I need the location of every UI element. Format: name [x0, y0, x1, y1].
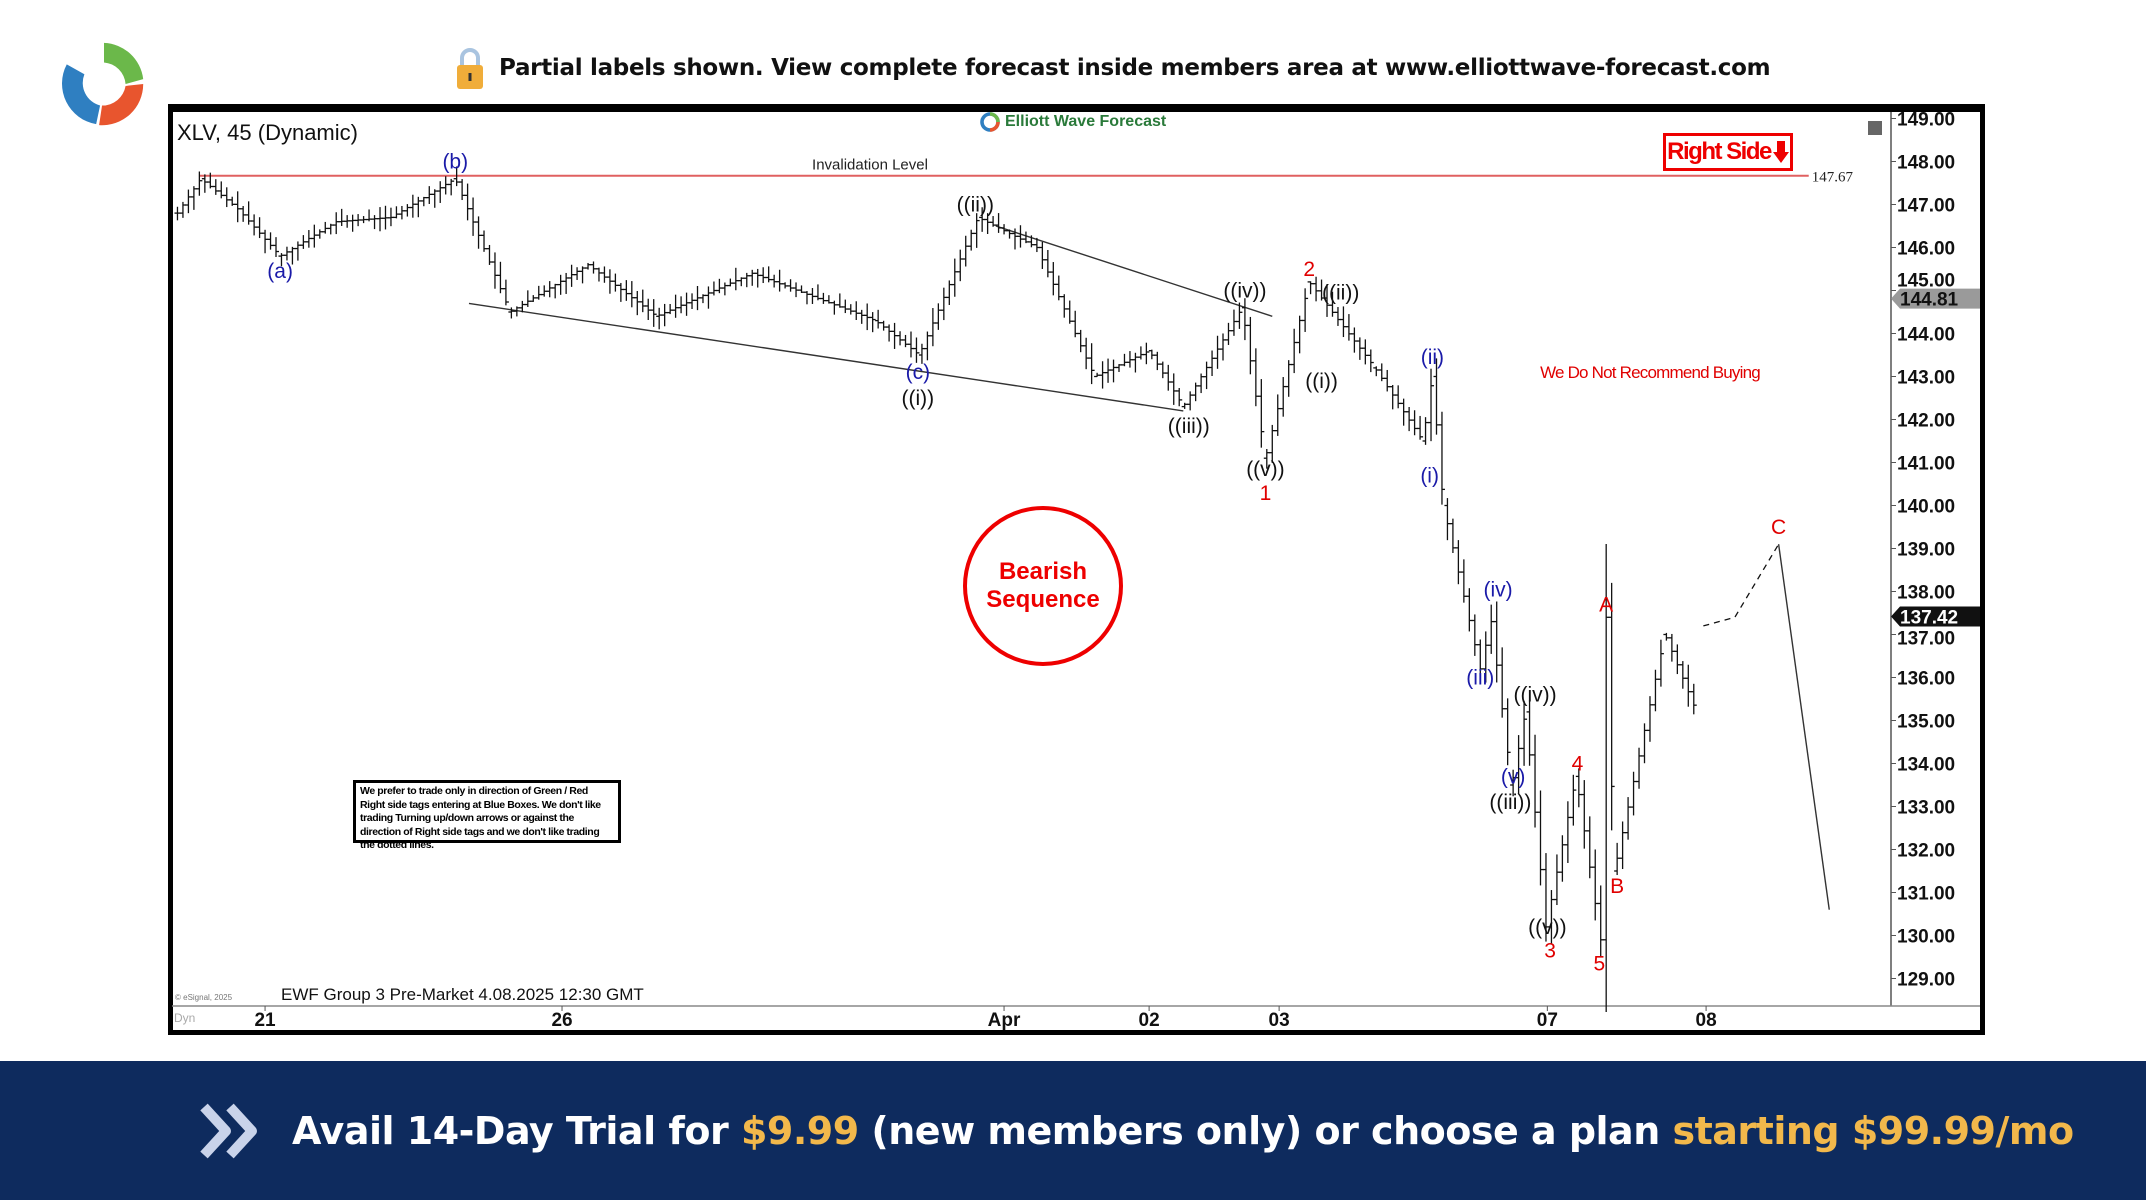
wave-label: 2	[1303, 258, 1315, 281]
trading-note-box: We prefer to trade only in direction of …	[353, 780, 621, 851]
y-tick-label: 147.00	[1897, 196, 1955, 217]
y-tick-label: 142.00	[1897, 411, 1955, 432]
y-tick-label: 131.00	[1897, 884, 1955, 905]
brand-text: Elliott Wave Forecast	[1005, 113, 1167, 130]
y-tick-label: 136.00	[1897, 669, 1955, 690]
wave-label: (ii)	[1421, 346, 1444, 369]
x-tick-label: 03	[1269, 1010, 1290, 1031]
wave-label: (a)	[267, 260, 293, 283]
price-tag-label: 144.81	[1900, 290, 1959, 311]
y-tick-label: 148.00	[1897, 153, 1955, 174]
bearish-line-2: Sequence	[986, 586, 1100, 613]
wave-label: (iv)	[1483, 578, 1512, 601]
wave-label: A	[1599, 593, 1613, 616]
y-tick-label: 140.00	[1897, 497, 1955, 518]
wave-label: ((i))	[902, 387, 935, 410]
wave-label: ((iii))	[1168, 415, 1210, 438]
x-tick-label: 07	[1537, 1010, 1558, 1031]
trial-price: $9.99	[740, 1108, 859, 1153]
wave-label: ((ii))	[957, 194, 994, 217]
elliott-wave-forecast-brand: Elliott Wave Forecast	[980, 112, 1166, 132]
wave-label: C	[1771, 516, 1786, 539]
wave-label: (c)	[906, 361, 931, 384]
lock-icon	[457, 48, 483, 89]
right-side-label: Right Side	[1667, 138, 1772, 165]
no-buy-annotation: We Do Not Recommend Buying	[1540, 363, 1760, 382]
notice-text: Partial labels shown. View complete fore…	[499, 55, 1771, 81]
y-tick-label: 135.00	[1897, 712, 1955, 733]
banner-text: Avail 14-Day Trial for $9.99 (new member…	[292, 1109, 2074, 1153]
y-tick-label: 141.00	[1897, 454, 1955, 475]
y-tick-label: 149.00	[1897, 110, 1955, 131]
plan-price: starting $99.99/mo	[1672, 1108, 2075, 1153]
wave-label: ((iv))	[1223, 280, 1266, 303]
y-tick-label: 137.00	[1897, 628, 1955, 649]
invalidation-value: 147.67	[1812, 170, 1854, 186]
invalidation-label: Invalidation Level	[812, 157, 928, 174]
banner-text-2: (new members only) or choose a plan	[858, 1108, 1673, 1153]
y-tick-label: 129.00	[1897, 970, 1955, 991]
bearish-line-1: Bearish	[998, 558, 1088, 585]
y-tick-label: 132.00	[1897, 841, 1955, 862]
bearish-sequence-badge: Bearish Sequence	[963, 506, 1123, 666]
down-arrow-icon	[1772, 141, 1789, 163]
wave-label: ((ii))	[1322, 282, 1359, 305]
wave-label: (v)	[1501, 765, 1526, 788]
wave-label: B	[1610, 875, 1624, 898]
wave-label: ((iv))	[1513, 684, 1556, 707]
price-tag-bg	[1891, 606, 1980, 627]
projection-dotted	[1703, 543, 1780, 627]
trendline	[468, 302, 1184, 412]
price-tag-bg	[1891, 288, 1980, 309]
y-tick-label: 134.00	[1897, 755, 1955, 776]
ewf-small-logo-icon	[980, 112, 1000, 132]
y-tick-label: 133.00	[1897, 798, 1955, 819]
wave-label: 5	[1594, 952, 1606, 975]
y-tick-label: 130.00	[1897, 927, 1955, 948]
ewf-logo	[61, 42, 144, 126]
x-tick-label: Apr	[988, 1010, 1021, 1031]
double-chevron-right-icon	[200, 1103, 257, 1158]
chart-footer: EWF Group 3 Pre-Market 4.08.2025 12:30 G…	[281, 985, 644, 1004]
wave-label: ((i))	[1305, 370, 1338, 393]
x-tick-label: 08	[1696, 1010, 1717, 1031]
wave-label: (iii)	[1466, 667, 1494, 690]
trendline	[995, 225, 1273, 317]
y-tick-label: 139.00	[1897, 540, 1955, 561]
x-tick-label: 26	[551, 1010, 572, 1031]
x-tick-label: 02	[1139, 1010, 1160, 1031]
wave-label: 3	[1544, 940, 1556, 963]
x-tick-label: 21	[254, 1010, 276, 1031]
y-tick-label: 145.00	[1897, 271, 1955, 292]
restore-window-icon	[1868, 121, 1882, 135]
projection-line	[1777, 544, 1830, 910]
dyn-label: Dyn	[174, 1011, 195, 1025]
y-tick-label: 138.00	[1897, 583, 1955, 604]
wave-label: ((v))	[1246, 458, 1284, 481]
wave-label: 1	[1260, 482, 1272, 505]
right-side-tag: Right Side	[1663, 133, 1793, 171]
members-notice: Partial labels shown. View complete fore…	[455, 48, 1771, 89]
wave-label: ((iii))	[1489, 791, 1531, 814]
wave-label: (b)	[442, 151, 468, 174]
chart-title: XLV, 45 (Dynamic)	[177, 120, 358, 145]
banner-text-1: Avail 14-Day Trial for	[292, 1108, 741, 1153]
y-tick-label: 146.00	[1897, 239, 1955, 260]
trial-banner[interactable]: Avail 14-Day Trial for $9.99 (new member…	[0, 1061, 2146, 1200]
y-tick-label: 144.00	[1897, 325, 1955, 346]
wave-label: (i)	[1420, 464, 1439, 487]
wave-label: 4	[1572, 753, 1584, 776]
price-tag-label: 137.42	[1900, 607, 1958, 628]
wave-label: ((v))	[1528, 916, 1566, 939]
y-tick-label: 143.00	[1897, 368, 1955, 389]
copyright: © eSignal, 2025	[175, 993, 233, 1002]
